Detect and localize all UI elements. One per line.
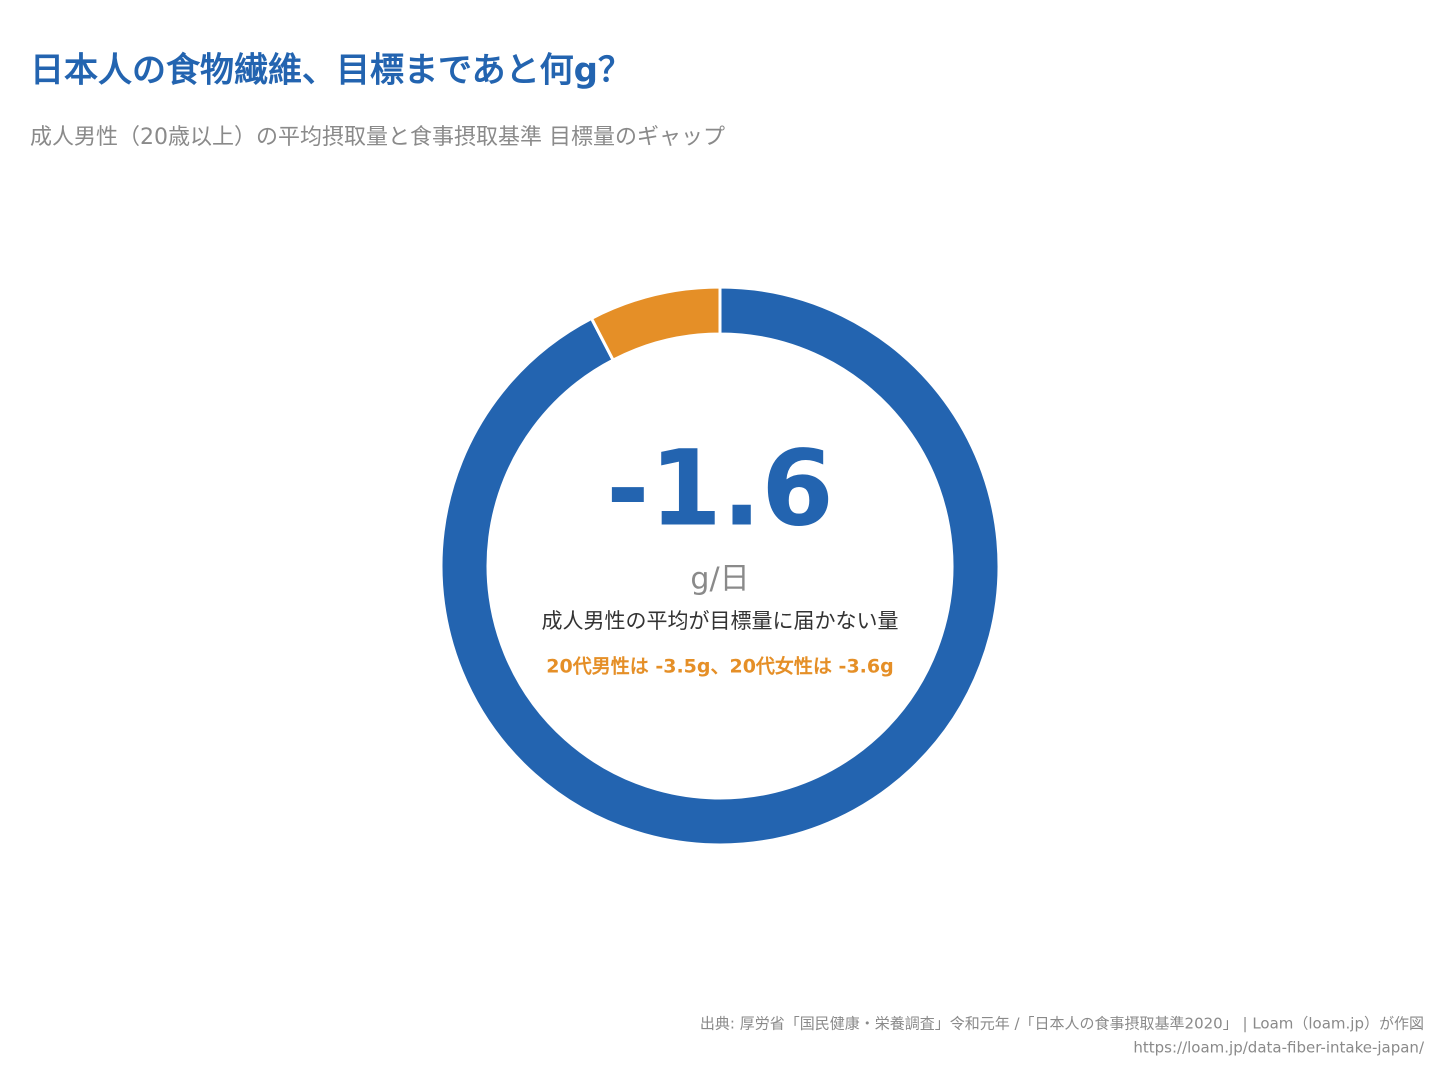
center-note: 20代男性は -3.5g、20代女性は -3.6g xyxy=(546,655,893,678)
center-caption: 成人男性の平均が目標量に届かない量 xyxy=(542,609,899,633)
donut xyxy=(439,285,1001,847)
center-unit: g/日 xyxy=(690,562,749,597)
source-url: https://loam.jp/data-fiber-intake-japan/ xyxy=(1133,1039,1425,1057)
donut-segment xyxy=(439,285,1001,847)
chart-title: 日本人の食物繊維、目標まであと何g？ xyxy=(30,51,632,91)
source: 出典: 厚労省「国民健康・栄養調査」令和元年 /「日本人の食事摂取基準2020」… xyxy=(700,1015,1424,1033)
donut-segment xyxy=(589,285,722,363)
chart-subtitle: 成人男性（20歳以上）の平均摂取量と食事摂取基準 目標量のギャップ xyxy=(30,125,725,150)
center-value: -1.6 xyxy=(606,427,833,549)
